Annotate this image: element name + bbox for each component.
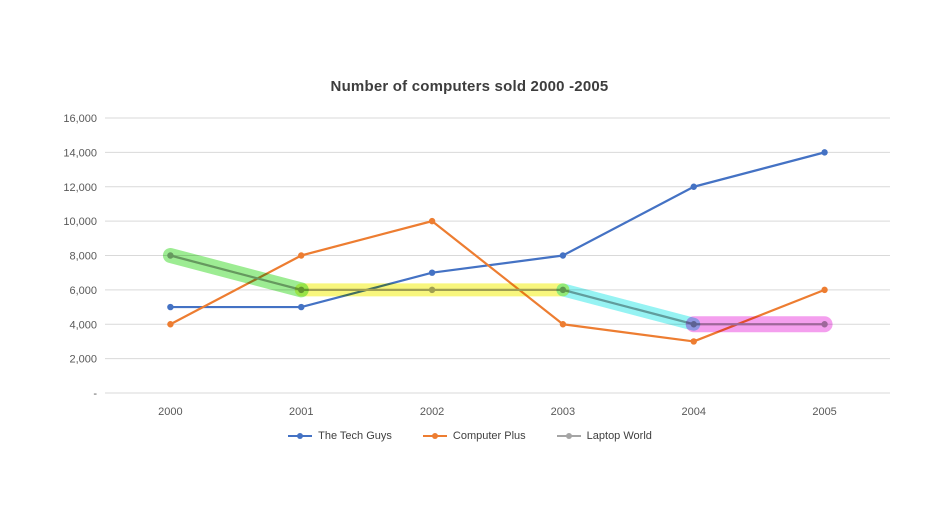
- series-line-computer-plus: [169, 220, 826, 343]
- x-tick-label: 2000: [158, 406, 182, 418]
- y-tick-label: -: [93, 388, 97, 400]
- legend-line-marker-icon: [288, 433, 313, 439]
- legend-label: The Tech Guys: [318, 430, 392, 442]
- y-tick-label: 12,000: [63, 182, 97, 194]
- series-marker: [559, 321, 567, 328]
- series-marker: [690, 338, 697, 345]
- series-marker: [690, 183, 697, 190]
- chart-legend: The Tech Guys Computer Plus Laptop World: [0, 430, 939, 442]
- series-marker: [167, 303, 174, 311]
- legend-item-computer-plus: Computer Plus: [422, 430, 526, 442]
- series-marker: [167, 321, 174, 328]
- y-tick-label: 10,000: [63, 216, 97, 228]
- y-tick-label: 14,000: [63, 147, 97, 159]
- x-tick-label: 2003: [551, 406, 575, 418]
- legend-line-marker-icon: [556, 433, 581, 439]
- x-tick-label: 2004: [682, 406, 706, 418]
- legend-line-marker-icon: [422, 433, 447, 439]
- legend-label: Computer Plus: [452, 430, 526, 442]
- y-tick-label: 6,000: [69, 285, 97, 297]
- series-marker: [821, 286, 828, 294]
- legend-label: Laptop World: [586, 430, 652, 442]
- chart-title: Number of computers sold 2000 -2005: [330, 78, 609, 95]
- x-tick-label: 2001: [289, 406, 313, 418]
- legend-item-the-tech-guys: The Tech Guys: [287, 430, 392, 442]
- green-highlighter: [162, 248, 309, 298]
- x-tick-label: 2002: [420, 406, 444, 418]
- series-marker: [559, 252, 567, 259]
- y-tick-label: 2,000: [69, 354, 97, 366]
- y-tick-label: 8,000: [69, 251, 97, 263]
- series-line-the-tech-guys: [169, 151, 826, 309]
- series-marker: [298, 303, 305, 311]
- cyan-highlighter: [556, 283, 701, 331]
- x-tick-label: 2005: [812, 406, 836, 418]
- series-marker: [821, 149, 828, 156]
- y-tick-label: 16,000: [63, 113, 97, 125]
- series-marker: [428, 217, 436, 225]
- series-marker: [428, 269, 436, 276]
- series-marker: [298, 252, 305, 259]
- y-tick-label: 4,000: [69, 319, 97, 331]
- legend-item-laptop-world: Laptop World: [556, 430, 652, 442]
